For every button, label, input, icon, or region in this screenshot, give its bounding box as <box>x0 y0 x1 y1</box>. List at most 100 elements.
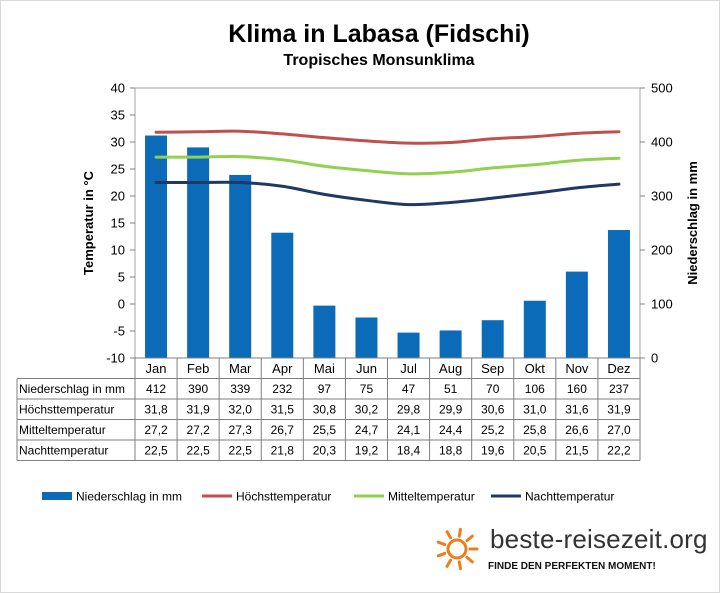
left-axis-tick-label: -5 <box>113 324 125 339</box>
precipitation-bar <box>565 271 588 358</box>
table-row-header: Niederschlag in mm <box>19 382 125 396</box>
left-axis-tick-label: 40 <box>111 81 125 96</box>
legend-swatch-bar <box>42 492 72 500</box>
left-axis-tick-label: 25 <box>111 162 125 177</box>
x-axis-category-label: Sep <box>481 361 504 376</box>
left-axis-tick-label: 35 <box>111 108 125 123</box>
x-axis-category-label: Jan <box>146 361 167 376</box>
table-cell-value: 75 <box>360 382 374 396</box>
sun-ray <box>445 558 452 568</box>
table-cell-value: 20,3 <box>313 444 337 458</box>
sun-ray <box>445 530 452 540</box>
x-axis-category-label: Apr <box>272 361 293 376</box>
precipitation-bar <box>397 332 420 358</box>
x-axis-category-label: Okt <box>525 361 546 376</box>
legend-label: Nachttemperatur <box>525 490 614 504</box>
table-cell-value: 31,5 <box>271 403 295 417</box>
table-cell-value: 22,2 <box>607 444 631 458</box>
plot-area <box>134 87 641 359</box>
table-cell-value: 22,5 <box>144 444 168 458</box>
table-cell-value: 25,8 <box>523 423 547 437</box>
table-cell-value: 29,9 <box>439 403 463 417</box>
table-cell-value: 30,2 <box>355 403 379 417</box>
table-cell-value: 232 <box>272 382 292 396</box>
table-cell-value: 47 <box>402 382 416 396</box>
table-cell-value: 31,8 <box>144 403 168 417</box>
table-cell-value: 31,0 <box>523 403 547 417</box>
x-axis-category-label: Feb <box>187 361 209 376</box>
table-cell-value: 160 <box>567 382 587 396</box>
table-cell-value: 106 <box>525 382 545 396</box>
x-axis-category-label: Mar <box>229 361 252 376</box>
right-axis-tick-label: 100 <box>651 297 673 312</box>
table-cell-value: 70 <box>486 382 500 396</box>
table-cell-value: 27,0 <box>607 423 631 437</box>
table-cell-value: 27,3 <box>229 423 253 437</box>
table-cell-value: 20,5 <box>523 444 547 458</box>
table-cell-value: 97 <box>318 382 332 396</box>
table-cell-value: 24,1 <box>397 423 421 437</box>
sun-ray <box>465 534 474 543</box>
chart-subtitle: Tropisches Monsunklima <box>283 52 475 69</box>
legend-label: Höchsttemperatur <box>236 490 331 504</box>
x-axis-category-label: Jul <box>400 361 417 376</box>
table-cell-value: 237 <box>609 382 629 396</box>
table-cell-value: 22,5 <box>229 444 253 458</box>
table-cell-value: 26,7 <box>271 423 295 437</box>
table-cell-value: 24,7 <box>355 423 379 437</box>
table-cell-value: 19,6 <box>481 444 505 458</box>
temperature-line <box>154 180 621 207</box>
precipitation-bar <box>187 147 210 358</box>
logo-slogan: FINDE DEN PERFEKTEN MOMENT! <box>488 561 656 572</box>
x-axis-category-label: Dez <box>607 361 630 376</box>
right-axis-tick-label: 300 <box>651 189 673 204</box>
right-axis-tick-label: 200 <box>651 243 673 258</box>
sun-ray <box>465 555 474 564</box>
table-cell-value: 22,5 <box>186 444 210 458</box>
precipitation-bar <box>313 305 336 358</box>
sun-ray <box>457 527 462 538</box>
x-axis-category-label: Aug <box>439 361 462 376</box>
table-cell-value: 27,2 <box>186 423 210 437</box>
left-axis-title: Temperatur in °C <box>81 170 96 275</box>
right-axis-tick-label: 500 <box>651 81 673 96</box>
table-cell-value: 30,8 <box>313 403 337 417</box>
x-axis-category-label: Jun <box>356 361 377 376</box>
table-cell-value: 339 <box>230 382 250 396</box>
table-cell-value: 31,9 <box>607 403 631 417</box>
table-row-header: Höchsttemperatur <box>19 403 114 417</box>
table-cell-value: 21,8 <box>271 444 295 458</box>
table-cell-value: 26,6 <box>565 423 589 437</box>
precipitation-bar <box>229 174 252 358</box>
right-axis-tick-label: 0 <box>651 351 658 366</box>
table-cell-value: 31,9 <box>186 403 210 417</box>
left-axis-tick-label: 30 <box>111 135 125 150</box>
right-axis-tick-label: 400 <box>651 135 673 150</box>
left-axis-tick-label: 15 <box>111 216 125 231</box>
chart-title: Klima in Labasa (Fidschi) <box>228 20 530 48</box>
left-axis-tick-label: 10 <box>111 243 125 258</box>
logo-text[interactable]: beste-reisezeit.org <box>490 524 708 554</box>
table-cell-value: 24,4 <box>439 423 463 437</box>
left-axis-tick-label: 20 <box>111 189 125 204</box>
table-row-header: Mitteltemperatur <box>19 423 106 437</box>
table-cell-value: 29,8 <box>397 403 421 417</box>
precipitation-bar <box>481 320 504 358</box>
legend-label: Mitteltemperatur <box>388 490 475 504</box>
left-axis-tick-label: -10 <box>106 351 125 366</box>
table-cell-value: 390 <box>188 382 208 396</box>
table-cell-value: 30,6 <box>481 403 505 417</box>
table-cell-value: 18,4 <box>397 444 421 458</box>
legend-label: Niederschlag in mm <box>76 490 182 504</box>
sun-icon <box>436 527 479 571</box>
table-cell-value: 18,8 <box>439 444 463 458</box>
precipitation-bar <box>355 317 378 358</box>
precipitation-bar <box>145 135 168 358</box>
left-axis-tick-label: 0 <box>118 297 125 312</box>
x-axis-category-label: Nov <box>565 361 589 376</box>
sun-ray <box>457 560 462 571</box>
table-cell-value: 31,6 <box>565 403 589 417</box>
table-cell-value: 412 <box>146 382 166 396</box>
table-cell-value: 25,2 <box>481 423 505 437</box>
sun-ray <box>436 551 447 558</box>
